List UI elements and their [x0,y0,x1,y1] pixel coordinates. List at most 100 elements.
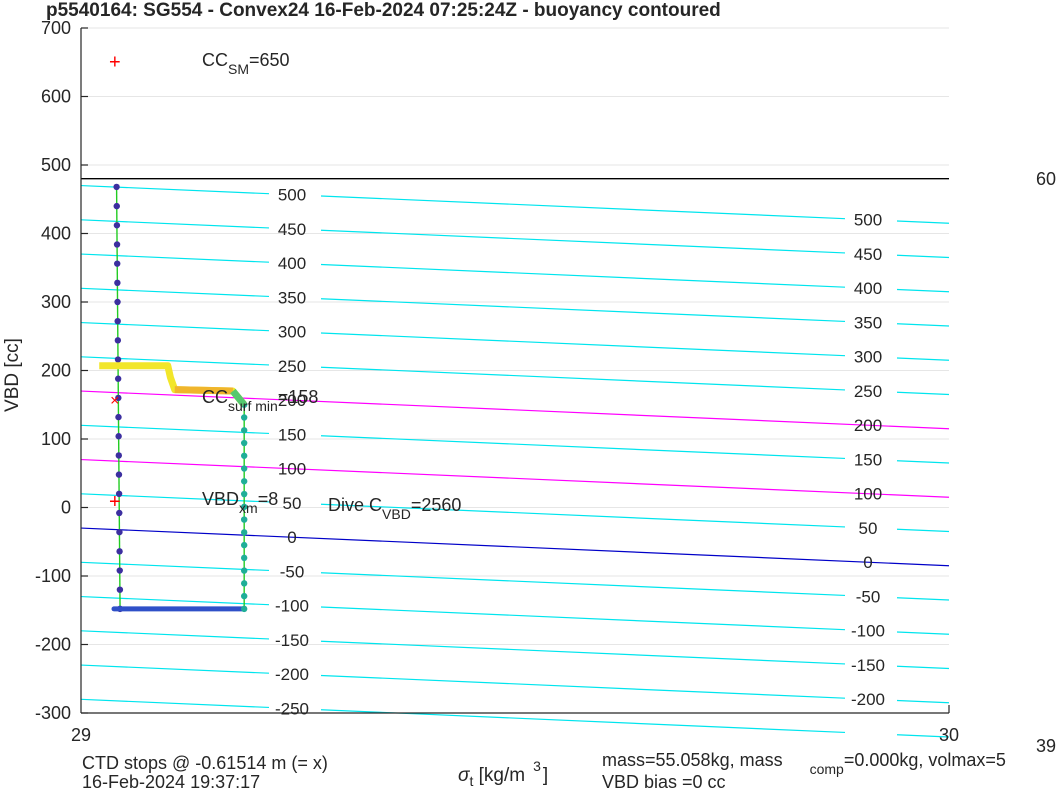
contour-label-right-400: 400 [854,279,882,298]
y-tick-label-600: 600 [41,87,71,107]
contour-line-450 [80,219,950,259]
y-axis-label: VBD [cc] [2,338,23,412]
descent-point [115,413,122,421]
contour-label-right-300: 300 [854,348,882,367]
contour-label-right-500: 500 [854,211,882,230]
descent-point [113,183,120,191]
descent-point [116,528,123,536]
ascent-point [240,541,248,549]
ascent-point [240,554,248,562]
contour-line--50 [80,561,950,601]
contour-label-right--200: -200 [851,690,885,709]
descent-point [113,202,120,210]
contour-label-right--50: -50 [856,587,881,606]
contour-label-right--150: -150 [851,656,885,675]
contour-label-right-350: 350 [854,313,882,332]
cc-surf-marker: × [110,392,119,409]
surface-trace-end [230,388,247,407]
footer-ctd-stops: CTD stops @ -0.61514 m (= x) [82,753,328,773]
contour-line-50 [80,493,950,533]
contour-line-350 [80,287,950,327]
descent-point [115,394,122,402]
right-edge-bottom-label: 39 [1036,736,1056,756]
ascent-point [240,414,248,421]
contour-label-left--50: -50 [280,562,305,581]
contour-label-right--100: -100 [851,622,885,641]
y-tick-label--200: -200 [35,635,71,655]
grid [81,27,949,714]
y-tick-label-400: 400 [41,224,71,244]
footer-vbd-bias: VBD bias =0 cc [602,772,726,790]
contour-line-500 [80,184,950,224]
ascent-point [240,478,248,485]
contour-label-right-0: 0 [863,553,872,572]
ascent-point [240,529,248,536]
descent-point [114,298,121,306]
contour-label-left-250: 250 [278,357,306,376]
contour-line-200 [80,390,950,430]
descent-point [116,586,124,593]
x-axis-label-unit: [kg/m [473,765,525,786]
contour-label-left--200: -200 [275,665,309,684]
y-tick-label-500: 500 [41,155,71,175]
contour-line--200 [80,664,950,704]
contour-label-left-150: 150 [278,425,306,444]
x-axis-label-close: ] [543,765,548,786]
contour-label-left-100: 100 [278,460,306,479]
contour-line-300 [80,321,950,361]
contour-label-left-300: 300 [278,323,306,342]
descent-point [114,260,121,267]
descent-point [114,356,122,363]
descent-point [114,337,122,344]
y-tick-label--300: -300 [35,703,71,723]
chart-title: p5540164: SG554 - Convex24 16-Feb-2024 0… [46,0,721,21]
y-tick-label--100: -100 [35,566,71,586]
annotation-cc-sm: CCSM=650 [202,50,290,77]
contour-line-250 [80,356,950,396]
contour-label-right-100: 100 [854,485,882,504]
contour-label-left--150: -150 [275,631,309,650]
contour-label-left--250: -250 [275,699,309,718]
ascent-point [240,452,248,459]
annotation-vbd-xm: VBDxm=8 [202,489,278,516]
contour-label-right-150: 150 [854,450,882,469]
y-tick-label-200: 200 [41,361,71,381]
right-edge-top-label: 60 [1036,169,1056,189]
x-axis-label-sup: 3 [533,758,541,774]
contour-label-right-50: 50 [859,519,878,538]
x-tick-label-29: 29 [71,725,91,745]
ascent-point [240,439,248,447]
descent-point [116,509,123,517]
footer-date: 16-Feb-2024 19:37:17 [82,772,260,790]
contour-label-right-200: 200 [854,416,882,435]
markers: + × + [109,51,121,513]
ascent-point [240,567,248,574]
x-axis-label: σt [kg/m 3] [458,758,548,789]
descent-point [114,279,121,287]
vbd-xm-marker: + [109,491,121,513]
ascent-point [240,580,248,587]
contour-label-left-0: 0 [287,528,296,547]
descent-point [116,567,123,574]
y-tick-label-700: 700 [41,18,71,38]
x-axis-label-sym: σ [458,765,471,786]
ascent-point [240,516,248,523]
x-tick-label-30: 30 [939,725,959,745]
contour-label-left-50: 50 [283,494,302,513]
contour-line--150 [80,630,950,670]
y-tick-label-100: 100 [41,429,71,449]
contour-line--100 [80,595,950,635]
contour-line-400 [80,253,950,293]
descent-point [114,375,122,382]
contour-label-left-450: 450 [278,220,306,239]
contour-label-right-250: 250 [854,382,882,401]
x-axis-label-sub: t [469,773,473,789]
descent-point [113,241,121,248]
footer-mass: mass=55.058kg, mass comp=0.000kg, volmax=… [602,750,1006,777]
contour-line-150 [80,424,950,464]
contour-label-left-200: 200 [278,391,306,410]
profile [99,183,248,613]
surface-trace-mid [174,386,233,395]
